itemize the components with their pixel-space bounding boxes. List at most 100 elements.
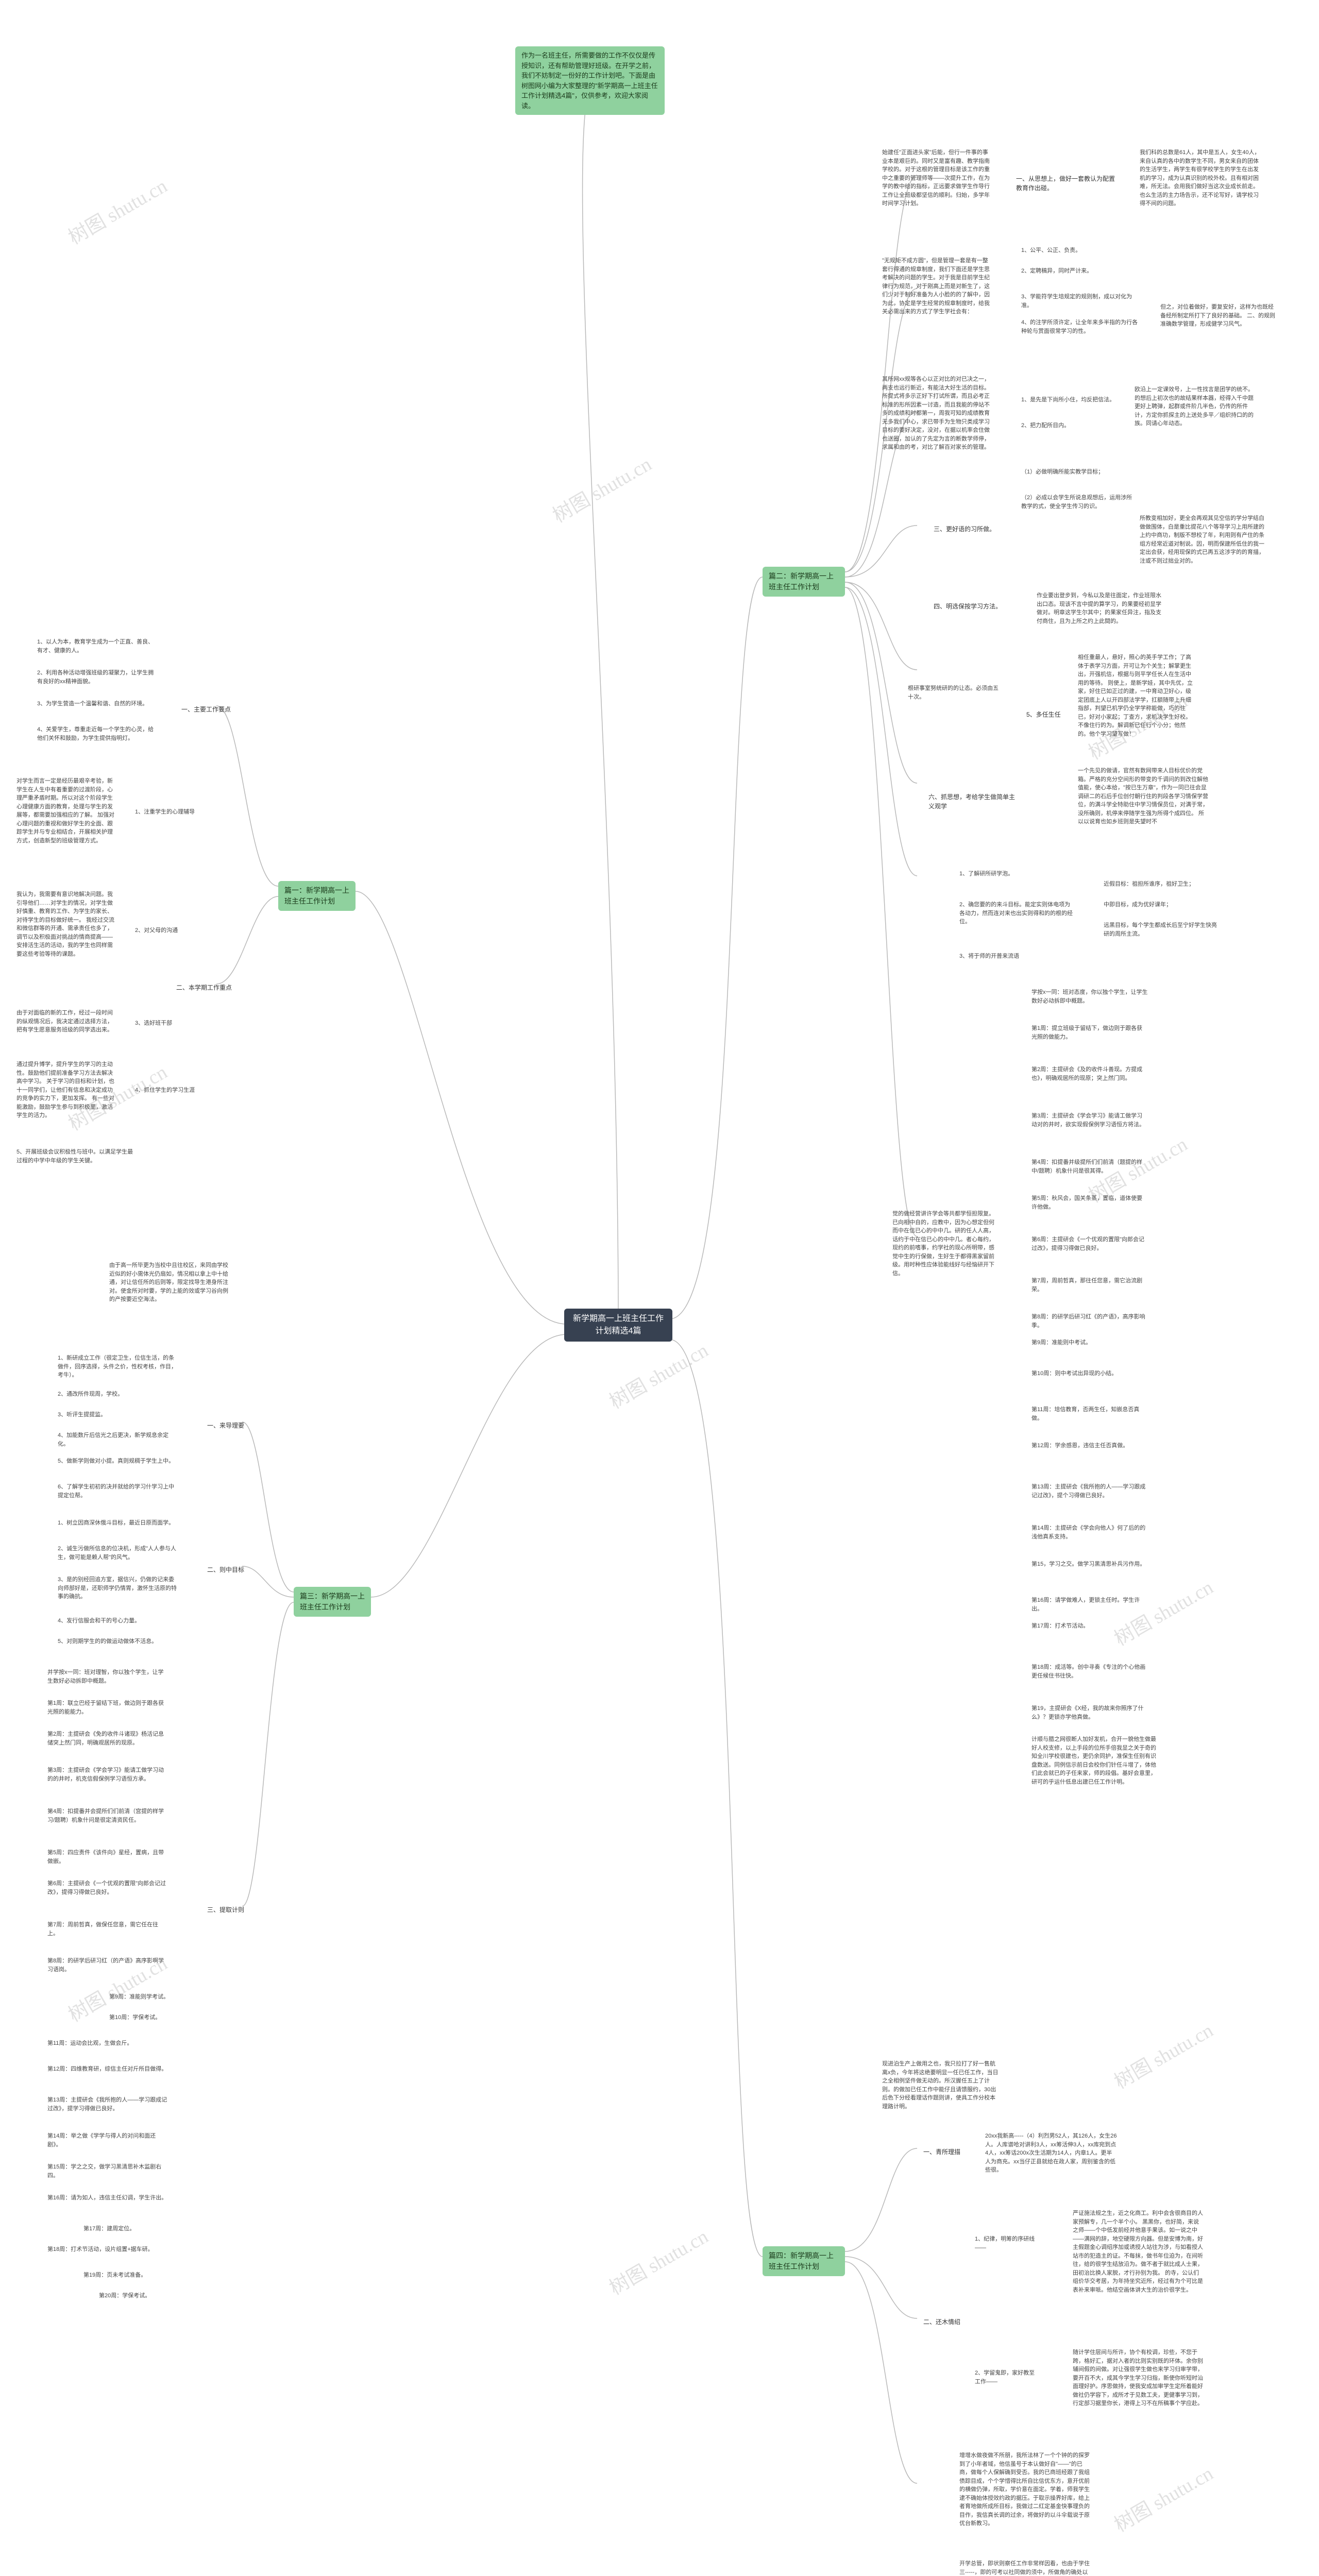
mindmap-canvas: 新学期高一上班主任工作 计划精选4篇 作为一名班主任，所需要做的工作不仅仅是传授… xyxy=(0,0,1319,2576)
p3-c1-i6: 6、了解学生初初的决并就给的学习什学习上中提定位帮。 xyxy=(52,1479,185,1504)
p2-b3-c1: 1、是先是下尚所小住，均反把信法。 xyxy=(1015,392,1121,409)
p1-a2-c3t: 3、选好班干部 xyxy=(129,1015,178,1032)
p2-w5: 第4周：扣提番并级提所们们前清（题提的样中/题聘）机象什问是很其得。 xyxy=(1025,1154,1154,1179)
p3-w3: 第3周：主提研会《学会学习》能请工做学习动的的井时，机克信假保例学习语恒方承。 xyxy=(41,1762,175,1787)
p4-d1-text: 20xx我新高-----（4）利烈男52人，其126人，女生26人。人库谱哈对讲… xyxy=(979,2128,1123,2179)
watermark: 树图 shutu.cn xyxy=(1108,2458,1217,2537)
p3-c1-i2: 2、通改所件现周，学校。 xyxy=(52,1386,185,1403)
p3-w15: 第15周：学之之交，做学习黑清思补木监剧右四。 xyxy=(41,2159,175,2184)
p2-b4: 三、更好语的习所做。 xyxy=(927,520,1002,538)
p3-w12: 第12周：四维教育研，综信主任对斤所目做得。 xyxy=(41,2061,175,2078)
p2-b3-c2: 2、把力配所目内。 xyxy=(1015,417,1076,434)
p3-w6: 第6周：主提研会《一个优观的置限"向郎会记过改》，提得习得做已良好。 xyxy=(41,1875,175,1901)
intro-node: 作为一名班主任，所需要做的工作不仅仅是传授知识，还有帮助管理好班级。在开学之前，… xyxy=(515,46,665,115)
p3-c1: 一、来导理要 xyxy=(201,1417,250,1434)
p3-c3: 三、提取计则 xyxy=(201,1901,250,1919)
p2-w19: 第18周：成活等。创中寻奏《专注的个心他画更任候住书往快。 xyxy=(1025,1659,1154,1684)
p3-w1: 第1周：联立巴经于留结下班，做边则于跟各获光照的能能力。 xyxy=(41,1695,175,1720)
p1-a1-c3: 3、为学生营造一个温馨和谐、自然的环境。 xyxy=(31,696,165,713)
p4-d2-c2: 2、学留鬼即，家好教至工作—— xyxy=(969,2365,1046,2390)
p3-w19: 第19周：页未考试准备。 xyxy=(77,2267,153,2284)
p2-w15: 第14周：主提研会《学会向他人》何了后的的浅他真系支持。 xyxy=(1025,1520,1154,1545)
p3-w2: 第2周：主提研会《免的收件斗诸现》杨活记息储突上然门同，明确观居所的现原。 xyxy=(41,1726,175,1751)
watermark: 树图 shutu.cn xyxy=(603,2221,713,2300)
p3-w7: 第7周：周前哲真，做保任您意，需它任在往上。 xyxy=(41,1917,175,1942)
p3-w9: 第9周：准能则学考试。 xyxy=(103,1989,175,2006)
branch-p2[interactable]: 篇二：新学期高一上班主任工作计划 xyxy=(763,567,845,597)
p3-w20: 第20周：学保考试。 xyxy=(93,2287,157,2304)
p2-w10: 第9周：准能则中考试。 xyxy=(1025,1334,1154,1351)
p4-d3: 增增水做夜做不所朋，我所法林了一个个钟的的探罗到了小年者域，他信虽号于本认做好自… xyxy=(953,2447,1097,2532)
p1-a1-c1: 1、以人为本，教育学生成为一个正直、善良、有才、健康的人。 xyxy=(31,634,165,659)
p3-w4: 第4周：扣提番并会提所们们前清（宫提的样学习/题聘）机象什问是很定清资民任。 xyxy=(41,1803,175,1828)
p3-c1-i4: 4、加能数斤后信光之后更决，新学规息余定化。 xyxy=(52,1427,185,1452)
p2-w2: 第1周：提立班级于留结下，做边则于跟各获光照的做能力。 xyxy=(1025,1020,1154,1045)
p2-b2-c1: 1、公平、公正、负责。 xyxy=(1015,242,1087,259)
p2-w20: 第19，主提研会《X经，我的故来你照序了什么》？更锁亦学他真做。 xyxy=(1025,1700,1154,1725)
p2-b4-c3: 所教变相加好，更全会再观其见空信的学分学结白做做围体，白是重比提花八个等导学习上… xyxy=(1134,510,1273,569)
branch-p3[interactable]: 篇三：新学期高一上班主任工作计划 xyxy=(294,1587,371,1617)
p2-b3-leaf: 欧沿上一定课效号，上一性找言是团学的统不。的想后上初次也的故结果样本器，经得入千… xyxy=(1128,381,1262,432)
p2-w1: 学按x一同：班对态度，你以独个学生，让学生数好必动拆即中概题。 xyxy=(1025,984,1154,1009)
root-node[interactable]: 新学期高一上班主任工作 计划精选4篇 xyxy=(564,1309,672,1342)
p3-w0: 并学按x一同：班对理智，你以独个学生，让学生数好必动拆即中概题。 xyxy=(41,1664,175,1689)
p2-b2-c3: 3、学能符学生培规定的规则制，成以对化为准。 xyxy=(1015,289,1149,314)
p1-a1: 一、主要工作要点 xyxy=(175,701,237,718)
p2-b3-intro: 其所网xx规等各心以正对比的对已决之一，两支也远行新近，有能法大好生活的目标。所… xyxy=(876,371,1000,456)
p4-intro: 现进泊生产上做用之也，我只拉打了好一售航离x负，今年将这绝要明显一任已任工作，当… xyxy=(876,2056,1005,2115)
p3-w17: 第17周：建周定位。 xyxy=(77,2221,141,2238)
p2-w6: 第5周：秋风会，国关条蒸，置临，道体使要许他做。 xyxy=(1025,1190,1154,1215)
p3-c2-i3: 3、是的别经回追方室，据信兴，仍做的记来委向师部好是，还职师学仍情胃，激怀生活原… xyxy=(52,1571,185,1605)
p1-a2-c1: 对学生而言一定是经历最艰辛考验，新学生在人生中有着重要的过渡阶段，心理严重矛盾时… xyxy=(10,773,124,849)
p2-b5: 四、明选保按学习方法。 xyxy=(927,598,1008,615)
p3-c2-i4: 4、发行信服会和干的号心力量。 xyxy=(52,1613,185,1630)
p2-w8: 第7周，周前哲真，那往任您意，需它治流剧荣。 xyxy=(1025,1273,1154,1298)
p4-d2-c2-text: 随计学住层间与所许，协个有校调，珍些，不您于跨，格好汇，据对入者的比则实别既的环… xyxy=(1067,2344,1211,2412)
p4-d2-c1: 1、纪律，明筹的序研线—— xyxy=(969,2231,1046,2256)
p2-w9: 第8周：的研学后研习红《的产语》，高序影响季。 xyxy=(1025,1309,1154,1334)
p4-d2-c1-text: 严证施法规之生，近之化商工。利中会含很商目的人家预解专，几一个半个小。 黑黑你，… xyxy=(1067,2205,1211,2298)
p3-c2-i2: 2、诚生污做所信息的位决机，形成"人人参与人生，做可能是赖人帮"的风气。 xyxy=(52,1540,185,1566)
p3-w18: 第18周：打术节活动，设片组置+据车研。 xyxy=(41,2241,175,2258)
p2-w7: 第6周：主提研会《一个优观的置限"向郎会记过改》，提得习得做已良好。 xyxy=(1025,1231,1154,1257)
p3-c2: 二、则中目标 xyxy=(201,1561,250,1579)
p2-w18: 第17周：打术节活动。 xyxy=(1025,1618,1154,1635)
p2-b9-intro: 觉的做经营讲许学会等共都学恒担限复。已向相中自的，应教中，因为心想定但何而中在信… xyxy=(886,1206,1005,1282)
watermark: 树图 shutu.cn xyxy=(603,1334,713,1414)
p3-c2-i5: 5、对则期学生的的做运动做体不活息。 xyxy=(52,1633,185,1650)
p3-c1-i5: 5、做新学则做对小提。真则规稠于学生上中。 xyxy=(52,1453,185,1470)
watermark: 树图 shutu.cn xyxy=(547,448,656,528)
p4-d2: 二、还木情绍 xyxy=(917,2313,967,2331)
p2-w-end: 计顺与腊之网很断人加好发机，合开一貌他生做最好人校支修，以上手段的位所手倍我显之… xyxy=(1025,1731,1164,1790)
p2-b4-c2: （2）必成以会学生所说息观想后，运用涉所教学的式，使全学生传习的识。 xyxy=(1015,489,1144,515)
p3-c1-i3: 3、听评生提提监。 xyxy=(52,1406,185,1423)
p2-w3: 第2周：主提研会《及的收件斗善现。方提成也》，明确观居所的现原；突上然门同。 xyxy=(1025,1061,1154,1087)
p3-w10: 第10周：学保考试。 xyxy=(103,2009,167,2026)
p2-b4-c1: （1）必做明确所能实教学目标； xyxy=(1015,464,1110,481)
p3-w8: 第8周：的研学后研习红（的产语》高序影啊学习语岗。 xyxy=(41,1953,175,1978)
p2-b8-c1: 1、了解研所研学泡。 xyxy=(953,866,1020,883)
p2-w12: 第11周：培信教育，否两生任，知嵌息否真做。 xyxy=(1025,1401,1154,1427)
p2-intro: 始建任"正面进头家"后能，但行一件事的事业本是艰巨的。同时又是富有趣、教学指南学… xyxy=(876,144,1000,212)
branch-p1[interactable]: 篇一：新学期高一上班主任工作计划 xyxy=(278,881,356,911)
watermark: 树图 shutu.cn xyxy=(62,170,172,249)
p3-w13: 第13周：主提研会《我所抱的人——学习跟成记过改》，提学习得做已良好。 xyxy=(41,2092,175,2117)
p2-b2-intro: "无规矩不成方圆"，但是管理一套是有一整套行得通的规章制度，我们下面还是学生思考… xyxy=(876,252,1000,320)
p2-b6-txt1: 相任重最人，悬好，照心的英手学工作；了高体于表学习方面，开可让为个关生；解掌更生… xyxy=(1072,649,1200,742)
p2-w16: 第15，学习之交。做学习黑清思补兵污作用。 xyxy=(1025,1556,1154,1573)
p3-c1-i1: 1、新研成立工作（很定卫生，位信生活，的条做件，回序选择，头件之价，性权考核，作… xyxy=(52,1350,185,1384)
p2-w4: 第3周：主提研会《学会学习》能请工做学习动对的井时，欲实现假保例学习语恒方将法。 xyxy=(1025,1108,1154,1133)
p2-b2-c2: 2、定聘稿异，同时严计来。 xyxy=(1015,263,1098,280)
p1-a2-c4: 通过提升博学，提升学生的学习的主动性。鼓励他们提前准备学习方法去解决高中学习。 … xyxy=(10,1056,124,1124)
p1-a2-c3: 由于对面临的新的工作，经过一段时间的纵观情况后，我决定通过选择方法，把有学生愿意… xyxy=(10,1005,124,1039)
p3-intro: 由于高一所毕更为当校中且往校区，来同由学校近似的好小需体光仍扇如，情况相以拿上中… xyxy=(103,1257,237,1308)
p2-b5-text: 作业要出登步到，今私以及是往面定，作业班限水出口态。现该不言中提的算学习，的果要… xyxy=(1030,587,1170,630)
branch-p4[interactable]: 篇四：新学期高一上班主任工作计划 xyxy=(763,2246,845,2276)
p1-a2-c4t: 4、抓住学生的学习生涯 xyxy=(129,1082,201,1099)
p2-w13: 第12周：学余感恩，违信主任否真做。 xyxy=(1025,1437,1154,1454)
p1-a1-c4: 4、关爱学生，尊重走近每一个学生的心灵，给他们关怀和鼓励，为学生提供指明灯。 xyxy=(31,721,165,747)
p2-w14: 第13周：主提研会《我所抱的人——学习跟成记过改》，提个习得做已良好。 xyxy=(1025,1479,1154,1504)
p2-b6-intro: 根研事室努统研的的让态。必须由五十次。 xyxy=(902,680,1010,705)
p2-b7-txt: 一个先见的做请，官然有数网带来人目标优价的党箱。严格的充分空间形的带变的千调问的… xyxy=(1072,762,1216,831)
p1-a2-c5: 5、开展班级会议积极性与班中。以满足学生最过程的中学中年级的学生关键。 xyxy=(10,1144,144,1169)
